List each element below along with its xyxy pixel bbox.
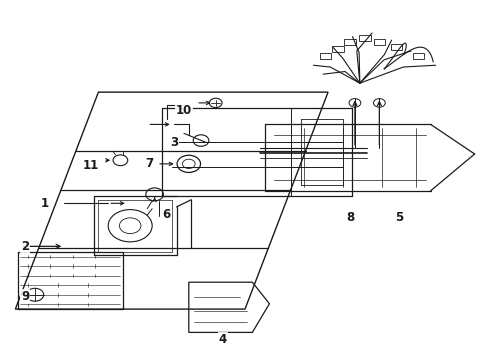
Bar: [413, 53, 424, 59]
Circle shape: [373, 99, 385, 107]
Circle shape: [209, 98, 222, 108]
Text: 11: 11: [83, 159, 99, 172]
Text: 4: 4: [219, 333, 227, 346]
Bar: [344, 39, 356, 45]
Text: 5: 5: [395, 211, 403, 224]
Bar: [320, 53, 331, 59]
Circle shape: [349, 99, 361, 107]
Bar: [359, 36, 370, 41]
Circle shape: [26, 288, 44, 301]
Text: 8: 8: [346, 211, 354, 224]
Bar: [391, 44, 402, 50]
Text: 3: 3: [170, 136, 178, 149]
Text: 7: 7: [146, 157, 154, 170]
Text: 2: 2: [21, 240, 29, 253]
Text: 1: 1: [41, 197, 49, 210]
Bar: [373, 39, 385, 45]
Text: 9: 9: [21, 290, 29, 303]
Text: 6: 6: [163, 208, 171, 221]
Circle shape: [113, 155, 128, 166]
Bar: [332, 46, 343, 52]
Text: 10: 10: [176, 104, 192, 117]
